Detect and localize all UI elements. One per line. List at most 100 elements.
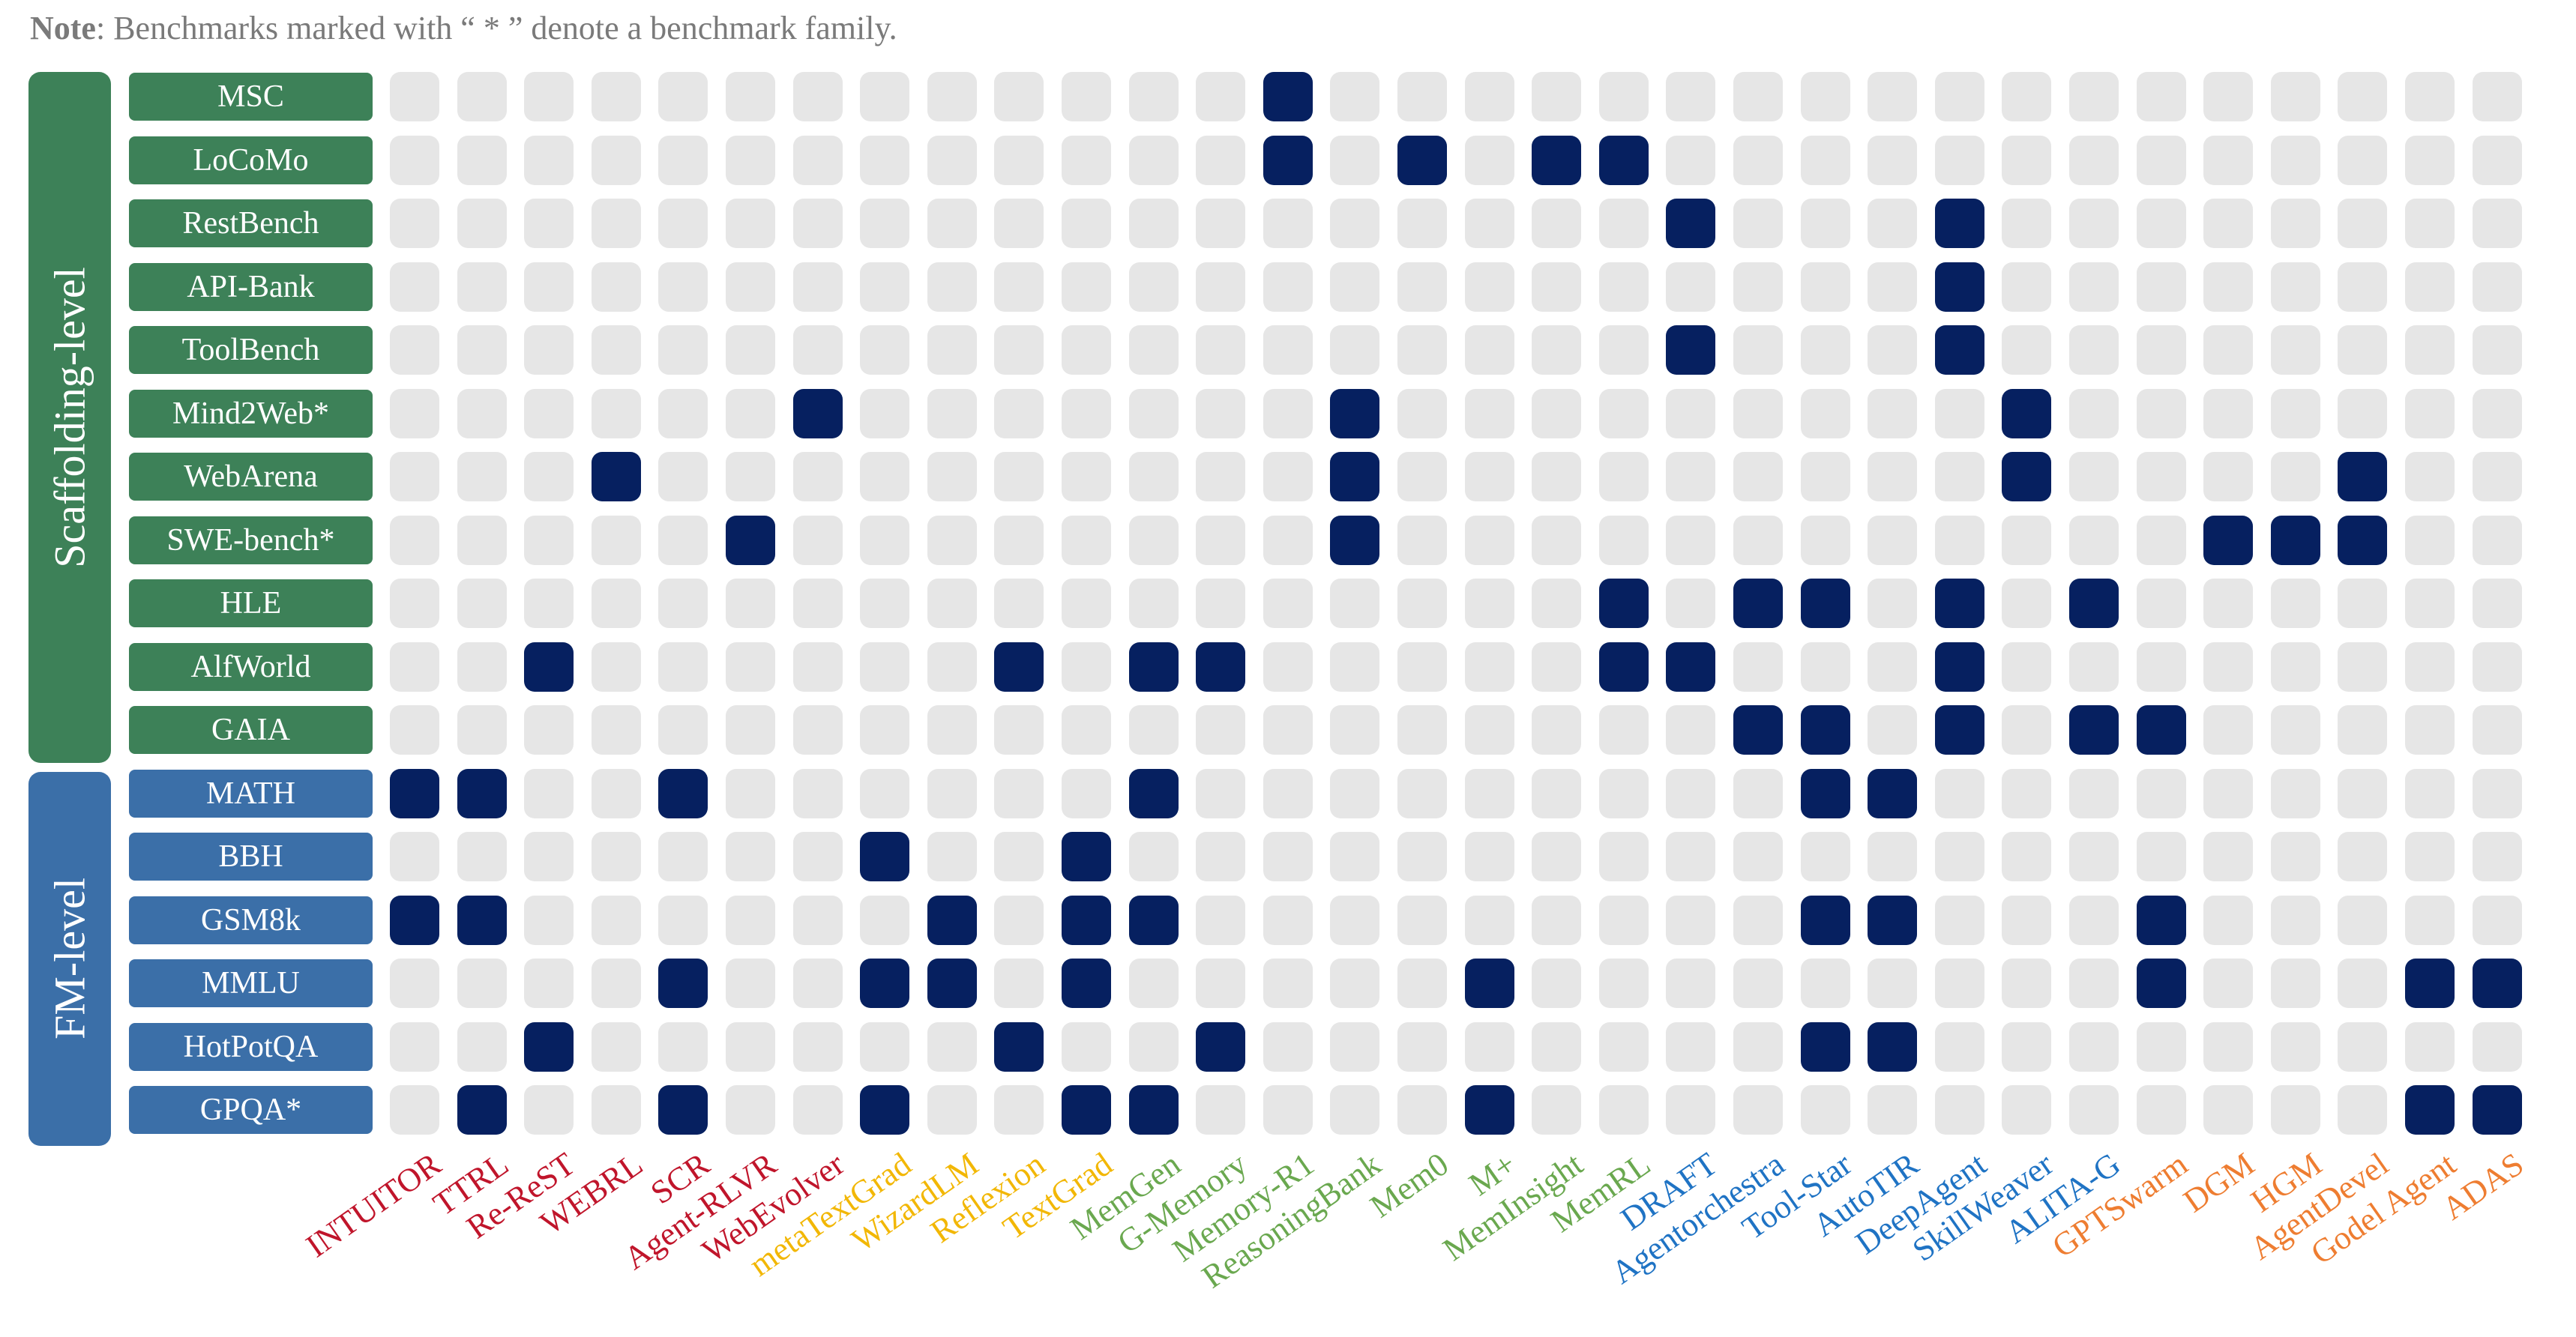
matrix-cell [927,642,977,692]
matrix-cell [2270,705,2320,755]
matrix-cell [2203,1085,2254,1135]
matrix-cell [2270,388,2320,438]
matrix-cell [994,768,1044,818]
matrix-cell [1464,832,1514,881]
matrix-cell [591,1021,641,1072]
matrix-cell [1666,515,1716,565]
matrix-cell [2270,72,2320,121]
row-label: BBH [129,833,373,881]
matrix-cell [1934,452,1984,501]
matrix-cell [2002,325,2052,375]
matrix-cell [2203,642,2254,692]
matrix-cell [2069,325,2119,375]
matrix-cell [2136,262,2186,312]
matrix-cell [1464,515,1514,565]
row-label: HotPotQA [129,1022,373,1071]
matrix-cell [1532,768,1582,818]
matrix-cell [457,135,507,185]
matrix-cell [1666,72,1716,121]
matrix-cell [591,705,641,755]
matrix-cell-marked [1868,1021,1918,1072]
matrix-cell [726,705,775,755]
matrix-cell [1062,705,1111,755]
matrix-cell [1733,1021,1783,1072]
matrix-cell [2338,262,2388,312]
matrix-cell [994,452,1044,501]
group-fm-level: FM-level [28,771,111,1146]
matrix-cell [2472,895,2522,945]
matrix-cell [457,72,507,121]
matrix-cell [927,515,977,565]
matrix-cell [1800,199,1850,248]
matrix-cell [1598,515,1649,565]
matrix-cell [2472,388,2522,438]
matrix-cell [2270,1085,2320,1135]
matrix-cell [927,262,977,312]
row-label: GAIA [129,706,373,754]
matrix-cell [1128,1021,1179,1072]
matrix-cell [792,262,843,312]
matrix-cell [1800,262,1850,312]
matrix-cell [2472,768,2522,818]
matrix-cell [1397,895,1447,945]
matrix-cell [1397,1085,1447,1135]
matrix-cell [2069,72,2119,121]
matrix-cell-marked [1196,642,1246,692]
matrix-cell [927,388,977,438]
matrix-cell [2136,452,2186,501]
matrix-cell [1263,515,1313,565]
matrix-cell [1263,705,1313,755]
matrix-cell-marked [1666,325,1716,375]
matrix-cell-marked [2338,452,2388,501]
matrix-cell [1800,1085,1850,1135]
matrix-cell [390,832,439,881]
matrix-cell [1934,1085,1984,1135]
matrix-cell [2405,262,2455,312]
matrix-cell [1868,199,1918,248]
matrix-cell [2136,325,2186,375]
matrix-cell [994,388,1044,438]
matrix-cell [1598,705,1649,755]
matrix-cell [2203,705,2254,755]
row-label: API-Bank [129,262,373,311]
matrix-cell [1196,705,1246,755]
matrix-cell [994,579,1044,628]
matrix-cell [1666,452,1716,501]
matrix-cell [1800,832,1850,881]
matrix-cell [1666,1085,1716,1135]
matrix-cell [1934,515,1984,565]
matrix-cell [1128,199,1179,248]
matrix-cell [1330,895,1380,945]
matrix-cell [2405,199,2455,248]
matrix-cell-marked [1868,768,1918,818]
matrix-cell [2270,262,2320,312]
matrix-cell [994,1085,1044,1135]
matrix-cell [524,1085,574,1135]
matrix-cell [1062,642,1111,692]
row-label: MATH [129,769,373,818]
matrix-cell [524,832,574,881]
matrix-cell [1598,895,1649,945]
matrix-cell [2405,135,2455,185]
matrix-cell [2472,135,2522,185]
matrix-cell [2069,452,2119,501]
matrix-cell [1598,199,1649,248]
matrix-cell-marked [1128,895,1179,945]
matrix-cell [2338,768,2388,818]
matrix-cell [2069,768,2119,818]
matrix-cell [726,768,775,818]
matrix-cell [1330,1021,1380,1072]
matrix-cell [726,642,775,692]
matrix-cell-marked [2136,895,2186,945]
matrix-cell-marked [860,832,910,881]
matrix-cell [1868,325,1918,375]
matrix-cell-marked [1532,135,1582,185]
matrix-cell [2472,642,2522,692]
matrix-cell [2069,388,2119,438]
row-label: GSM8k [129,896,373,944]
matrix-cell [2405,832,2455,881]
matrix-cell [792,452,843,501]
matrix-cell [2136,579,2186,628]
matrix-cell [2203,1021,2254,1072]
